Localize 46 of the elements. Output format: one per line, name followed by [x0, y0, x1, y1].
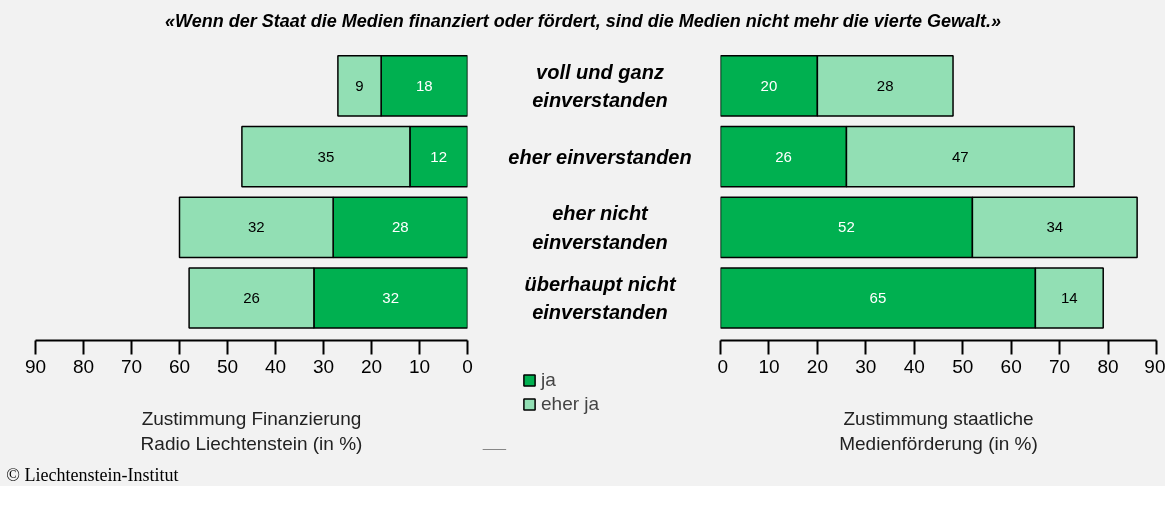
x-tick-label: 70 [1049, 355, 1071, 377]
text: «Wenn der Staat die Medien finanziert oder fördert, sind die Medien nicht mehr die vierte Gewalt.» [165, 10, 1001, 31]
x-tick-label: 40 [903, 355, 925, 377]
x-tick-label: 20 [806, 355, 828, 377]
x-tick-label: 10 [758, 355, 780, 377]
y-tick-label: überhaupt nicht einverstanden [524, 272, 677, 324]
data-label: 28 [876, 76, 894, 94]
data-label: 65 [869, 289, 887, 307]
data-label: 26 [243, 289, 260, 307]
x-tick-label: 10 [408, 355, 431, 377]
legend-label: eher ja [541, 393, 600, 415]
y-tick-label: voll und ganz einverstanden [532, 60, 668, 112]
data-label: 34 [1046, 218, 1064, 236]
data-label: 35 [317, 147, 335, 165]
x-tick-label: 70 [120, 355, 143, 377]
x-tick-label: 80 [1097, 355, 1119, 377]
x-tick-label: 30 [312, 355, 335, 377]
x-axis-title: Zustimmung staatliche Medienförderung (in %) [839, 407, 1038, 454]
x-tick-label: 80 [72, 355, 95, 377]
data-label: 28 [391, 218, 409, 236]
x-tick-label: 40 [264, 355, 287, 377]
data-label: 12 [430, 147, 448, 165]
x-tick-label: 20 [360, 355, 383, 377]
data-label: 14 [1060, 289, 1078, 307]
data-label: 26 [775, 147, 792, 165]
data-label: 52 [838, 218, 855, 236]
data-label: 32 [382, 289, 400, 307]
x-axis-title: Zustimmung Finanzierung Radio Liechtenstein (in %) [140, 407, 363, 454]
y-tick-label: eher nicht einverstanden [532, 202, 668, 253]
text: © Liechtenstein-Institut [6, 464, 179, 485]
data-label: 47 [951, 147, 969, 165]
x-tick-label: 60 [1000, 355, 1022, 377]
data-label: 32 [247, 218, 265, 236]
data-label: 9 [355, 76, 364, 94]
y-tick-label: eher einverstanden [508, 145, 692, 168]
legend-label: ja [541, 369, 557, 391]
x-tick-label: 0 [717, 355, 729, 377]
data-label: 18 [415, 76, 433, 94]
x-tick-label: 60 [168, 355, 191, 377]
x-tick-label: 50 [952, 355, 974, 377]
x-tick-label: 90 [24, 355, 47, 377]
data-label: 20 [760, 76, 778, 94]
x-tick-label: 30 [855, 355, 877, 377]
x-tick-label: 50 [216, 355, 239, 377]
x-tick-label: 0 [462, 355, 473, 377]
x-tick-label: 90 [1144, 355, 1165, 377]
